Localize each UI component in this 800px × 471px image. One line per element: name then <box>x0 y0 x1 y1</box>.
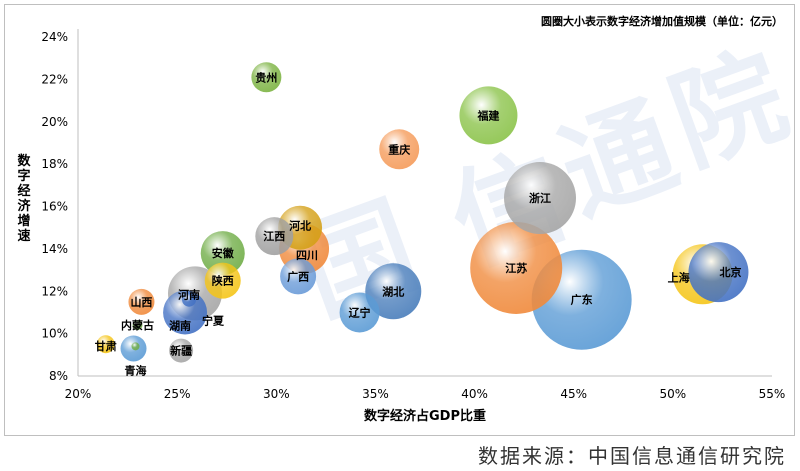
bubble-内蒙古 <box>132 320 143 331</box>
x-tick-label: 25% <box>164 387 191 401</box>
x-tick-label: 55% <box>759 387 786 401</box>
bubble-label: 山西 <box>130 295 152 309</box>
bubble-辽宁 <box>339 292 380 333</box>
bubble-甘肃 <box>96 335 115 354</box>
bubble-宁夏 <box>182 292 197 307</box>
source-caption: 数据来源：中国信息通信研究院 <box>478 444 786 468</box>
bubble-label: 新疆 <box>170 344 192 358</box>
bubble-江西 <box>255 217 294 256</box>
y-tick-label: 18% <box>41 157 68 171</box>
bubble-label: 江西 <box>263 229 285 243</box>
bubble-label: 甘肃 <box>95 339 117 353</box>
bubble-label: 陕西 <box>212 274 234 288</box>
chart-frame <box>4 4 795 436</box>
bubble-label: 河北 <box>289 219 311 233</box>
y-tick-label: 14% <box>41 242 68 256</box>
bubble-label: 江苏 <box>505 261 527 275</box>
bubble-label: 青海 <box>125 363 147 377</box>
y-tick-label: 24% <box>41 30 68 44</box>
bubble-label: 湖北 <box>382 284 404 298</box>
bubble-label: 福建 <box>476 108 500 122</box>
y-tick-label: 8% <box>49 369 68 383</box>
x-tick-label: 35% <box>362 387 389 401</box>
bubble-贵州 <box>251 62 282 93</box>
y-tick-label: 16% <box>41 200 68 214</box>
bubble-label: 安徽 <box>212 246 235 260</box>
x-tick-label: 20% <box>65 387 92 401</box>
bubble-青海 <box>131 342 140 351</box>
bubble-label: 内蒙古 <box>121 318 154 332</box>
bubble-安徽 <box>200 231 245 276</box>
bubble-label: 广西 <box>287 269 309 283</box>
x-axis-title: 数字经济占GDP比重 <box>364 408 486 424</box>
bubble-label: 贵州 <box>255 70 277 84</box>
x-tick-label: 50% <box>660 387 687 401</box>
bubble-湖南 <box>163 290 208 335</box>
bubble-label: 河南 <box>178 287 200 301</box>
bubble-陕西 <box>204 262 241 299</box>
bubble-湖北 <box>365 263 422 320</box>
x-tick-label: 45% <box>560 387 587 401</box>
bubble-山西 <box>128 288 155 315</box>
bubble-label: 宁夏 <box>202 314 225 328</box>
bubble-label: 四川 <box>296 249 318 262</box>
y-axis-title: 数字经济增速 <box>17 153 31 244</box>
bubble-江苏 <box>470 221 563 314</box>
y-tick-label: 10% <box>41 327 68 341</box>
bubble-label: 上海 <box>668 270 690 284</box>
bubble-label: 浙江 <box>529 191 551 205</box>
y-tick-label: 20% <box>41 115 68 129</box>
bubble-label: 湖南 <box>169 318 191 332</box>
y-tick-label: 22% <box>41 72 68 86</box>
bubble-浙江 <box>504 162 577 235</box>
bubble-广西 <box>280 258 317 295</box>
x-tick-label: 40% <box>461 387 488 401</box>
bubble-label: 重庆 <box>388 142 410 156</box>
y-tick-label: 12% <box>41 284 68 298</box>
bubble-重庆 <box>379 129 420 170</box>
bubble-label: 广东 <box>571 293 593 307</box>
axes: 8% 10% 12% 14% 16% 18% 20% 22% 24% 20% 25% 30% 35% 40… <box>17 29 785 401</box>
bubble-福建 <box>459 86 518 145</box>
x-tick-label: 30% <box>263 387 290 401</box>
bubble-label: 辽宁 <box>349 305 371 319</box>
bubble-新疆 <box>169 338 194 363</box>
bubble-北京 <box>688 242 749 303</box>
bubbles <box>96 62 749 363</box>
chart-title: 圆圈大小表示数字经济增加值规模（单位：亿元） <box>541 14 783 28</box>
bubble-label: 北京 <box>719 265 741 279</box>
